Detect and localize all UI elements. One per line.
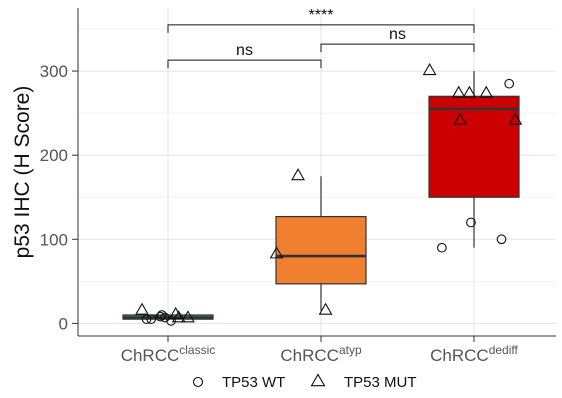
point-triangle <box>451 85 466 98</box>
point-triangle <box>422 62 437 76</box>
point-circle <box>466 217 476 228</box>
point-circle <box>155 311 166 322</box>
point-triangle <box>462 85 477 98</box>
data-points <box>135 62 523 326</box>
point-triangle <box>135 302 149 315</box>
significance-label: ns <box>236 42 253 59</box>
y-tick-label: 200 <box>40 146 68 165</box>
point-triangle <box>453 112 468 125</box>
significance-brackets: ns ns **** <box>167 7 475 69</box>
point-circle <box>496 234 507 245</box>
legend-label: TP53 MUT <box>344 374 417 391</box>
x-tick-label: ChRCCclassic <box>121 343 216 365</box>
point-circle <box>157 310 167 320</box>
y-tick-label: 300 <box>40 62 68 81</box>
x-axis: ChRCCclassic ChRCCatyp ChRCCdediff <box>121 336 519 365</box>
point-triangle <box>479 85 494 98</box>
box-1 <box>275 215 367 285</box>
point-circle <box>504 78 515 89</box>
significance-bracket <box>167 59 322 69</box>
legend-label: TP53 WT <box>222 374 285 391</box>
point-triangle <box>318 302 333 315</box>
point-triangle <box>508 112 523 125</box>
significance-label: ns <box>389 26 406 43</box>
point-triangle <box>291 168 306 181</box>
significance-bracket <box>320 43 475 53</box>
y-axis: 0 100 200 300 <box>40 62 78 333</box>
y-tick-label: 100 <box>40 230 68 249</box>
y-axis-label: p53 IHC (H Score) <box>11 86 34 259</box>
x-tick-label: ChRCCdediff <box>430 343 518 365</box>
legend: TP53 WT TP53 MUT <box>192 373 417 391</box>
significance-bracket <box>167 24 475 33</box>
legend-circle-icon <box>192 376 204 388</box>
point-circle <box>146 314 157 325</box>
point-circle <box>437 242 447 253</box>
boxes <box>122 71 520 320</box>
point-circle <box>160 312 170 323</box>
point-circle <box>141 314 152 325</box>
significance-label: **** <box>309 7 334 24</box>
point-triangle <box>269 246 284 259</box>
point-triangle <box>168 306 183 319</box>
legend-triangle-icon <box>310 373 326 387</box>
point-triangle <box>180 310 195 323</box>
x-tick-label: ChRCCatyp <box>280 343 362 365</box>
point-triangle <box>171 310 186 323</box>
box-2 <box>428 95 520 198</box>
y-tick-label: 0 <box>59 314 68 333</box>
